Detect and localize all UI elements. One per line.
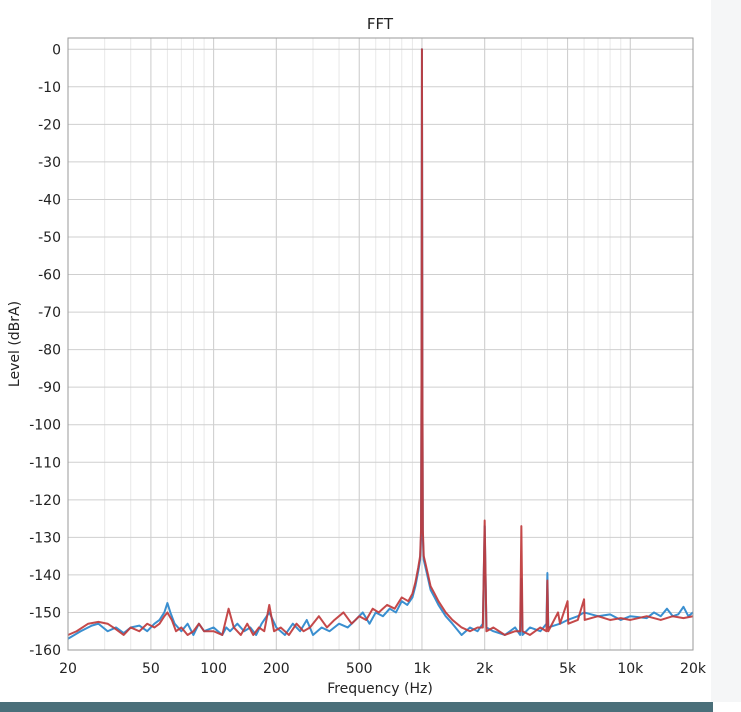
series-2-line	[67, 48, 694, 636]
y-tick-label: -80	[38, 343, 61, 359]
x-tick-label: 100	[200, 661, 227, 677]
chart-title: FFT	[367, 15, 394, 33]
x-tick-label: 20k	[680, 661, 707, 677]
x-tick-label: 500	[346, 661, 373, 677]
plot-background	[68, 38, 693, 650]
y-tick-label: -60	[38, 268, 61, 284]
x-tick-label: 5k	[559, 661, 577, 677]
y-tick-label: -160	[29, 643, 61, 659]
x-tick-label: 20	[59, 661, 77, 677]
y-tick-label: -40	[38, 192, 61, 208]
x-tick-label: 50	[142, 661, 160, 677]
series-1-line	[67, 48, 694, 640]
y-tick-labels: 0 -10 -20 -30 -40 -50 -60 -70 -80 -90 -100 -110 -120…	[29, 42, 61, 659]
y-tick-label: -130	[29, 530, 61, 546]
y-tick-label: -50	[38, 230, 61, 246]
plot-frame	[67, 37, 694, 651]
y-tick-label: -20	[38, 117, 61, 133]
y-tick-label: -90	[38, 380, 61, 396]
x-axis-title: Frequency (Hz)	[327, 681, 433, 697]
x-tick-label: 2k	[476, 661, 494, 677]
y-tick-label: -10	[38, 80, 61, 96]
bottom-strip-gap	[713, 702, 741, 712]
y-tick-label: -70	[38, 305, 61, 321]
series-group	[67, 48, 694, 640]
panel-right-margin	[711, 0, 741, 702]
y-tick-label: -140	[29, 568, 61, 584]
x-tick-labels: 20 50 100 200 500 1k 2k 5k 10k 20k	[59, 661, 707, 677]
y-tick-label: -100	[29, 418, 61, 434]
y-tick-label: -120	[29, 493, 61, 509]
x-tick-label: 200	[263, 661, 290, 677]
y-tick-label: -30	[38, 155, 61, 171]
y-tick-label: -150	[29, 605, 61, 621]
fft-chart: 20 50 100 200 500 1k 2k 5k 10k 20k 0 -10 -20 -30 -40 -…	[7, 15, 707, 697]
y-tick-label: -110	[29, 455, 61, 471]
x-tick-label: 1k	[413, 661, 431, 677]
bottom-status-strip	[0, 702, 713, 712]
y-axis-title: Level (dBrA)	[7, 301, 23, 387]
x-tick-label: 10k	[617, 661, 644, 677]
y-tick-label: 0	[52, 42, 61, 58]
